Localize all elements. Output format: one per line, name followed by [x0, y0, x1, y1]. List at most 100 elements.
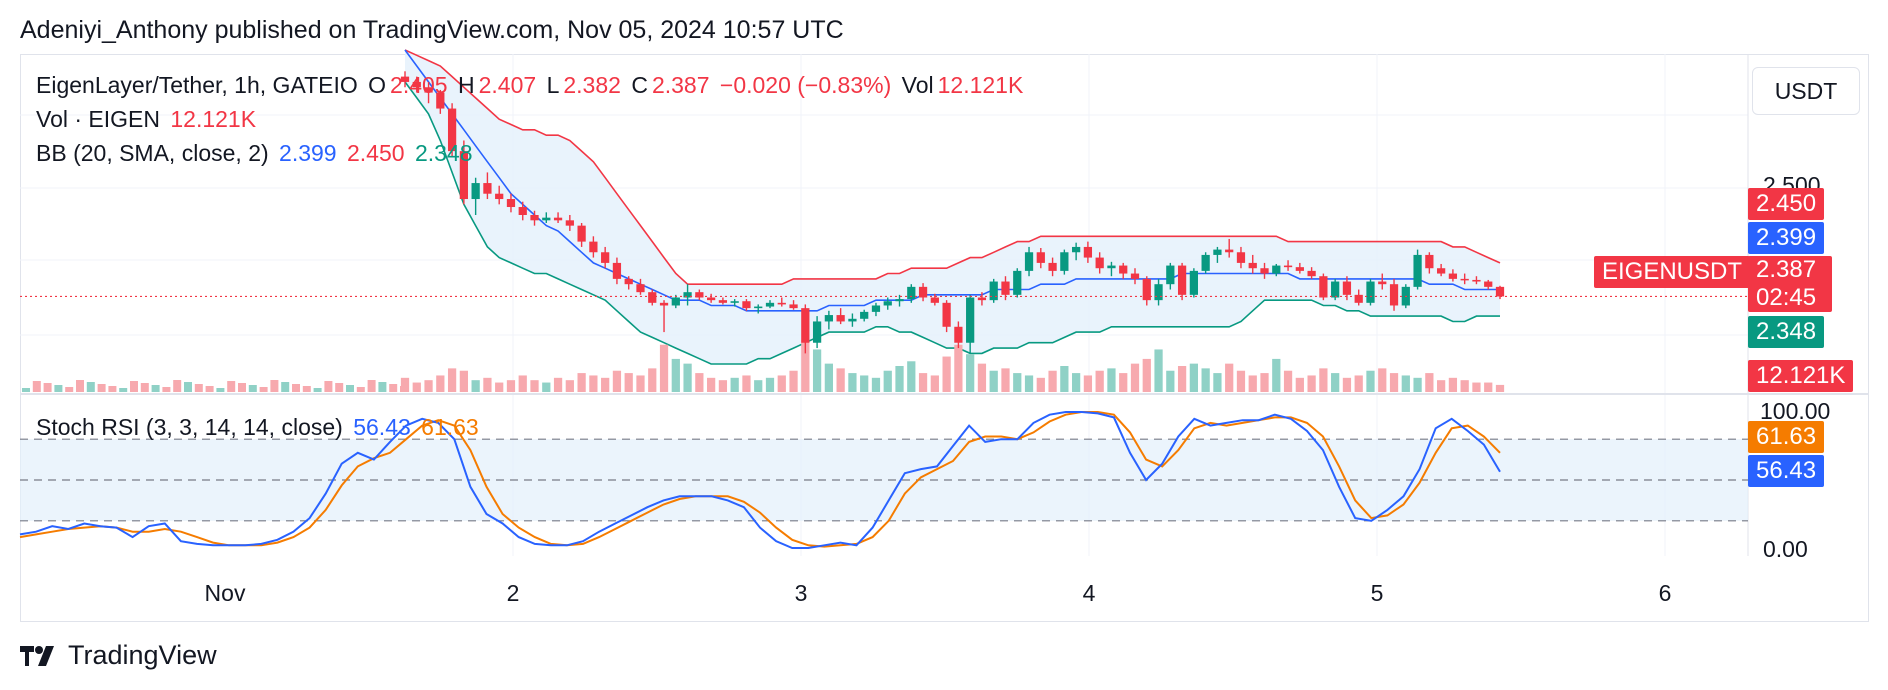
volume-bar [140, 383, 149, 392]
volume-bar [1213, 373, 1222, 392]
candle-body [1295, 267, 1304, 271]
close-price-value: 2.387 [1756, 256, 1817, 283]
volume-bar [471, 380, 480, 392]
volume-bar [173, 380, 182, 392]
volume-bar [424, 380, 433, 392]
legend-change: −0.020 (−0.83%) [719, 72, 892, 98]
candle-body [1272, 265, 1281, 274]
volume-bar [860, 375, 869, 392]
volume-bar [824, 363, 833, 392]
candle-body [565, 220, 574, 226]
bollinger-fill [405, 50, 1500, 365]
candle-body [436, 92, 445, 109]
volume-bar [238, 383, 246, 392]
candle-body [930, 297, 939, 303]
volume-bar [108, 386, 117, 392]
candle-body [1189, 270, 1198, 295]
stoch-tick-0: 0.00 [1763, 536, 1808, 562]
volume-bar [151, 385, 160, 392]
volume-bar [292, 384, 300, 392]
volume-bar [1378, 368, 1387, 392]
candle-body [518, 207, 527, 215]
volume-bar [259, 387, 268, 392]
volume-bar [754, 380, 763, 392]
candle-body [1060, 252, 1069, 271]
volume-bar [777, 375, 786, 392]
stoch-k-tag: 56.43 [1748, 455, 1825, 487]
volume-bar [848, 373, 857, 392]
volume-bar [1342, 377, 1352, 392]
volume-bar [389, 384, 398, 392]
volume-bar [601, 377, 610, 392]
bb-basis-tag: 2.399 [1748, 222, 1825, 254]
volume-bar [400, 386, 408, 392]
legend-stoch-k: 56.43 [353, 414, 411, 440]
candle-body [765, 302, 775, 307]
volume-bar [1484, 382, 1493, 392]
legend-open: 2.405 [390, 72, 448, 98]
volume-bar [1248, 375, 1257, 392]
legend-bb-lower: 2.348 [414, 140, 473, 166]
legend-volume-value: 12.121K [170, 106, 257, 132]
volume-bar [43, 383, 52, 392]
volume-bar [1437, 380, 1446, 392]
time-label-nov: Nov [204, 580, 246, 606]
volume-bar [1107, 368, 1116, 392]
candle-body [1201, 254, 1210, 271]
legend-bb: BB (20, SMA, close, 2) 2.399 2.450 2.348 [36, 140, 477, 167]
volume-bar [895, 366, 904, 392]
volume-bar [1189, 363, 1198, 392]
candle-body [424, 87, 433, 93]
volume-bar [1130, 363, 1140, 392]
candle-body [777, 302, 786, 305]
candle-body [1248, 262, 1257, 269]
volume-bar [1495, 384, 1505, 392]
volume-bar [483, 377, 492, 392]
volume-bar [977, 363, 987, 392]
volume-bar [966, 354, 975, 392]
bollinger-lower-line [404, 81, 1500, 365]
candle-body [506, 199, 516, 208]
volume-bar [270, 380, 279, 392]
stoch-k-line [19, 411, 1501, 549]
candle-body [1437, 268, 1446, 274]
volume-bar [54, 385, 63, 392]
candle-body [553, 217, 563, 221]
volume-bar [1354, 375, 1363, 392]
candle-body [801, 308, 810, 343]
volume-bar [216, 388, 225, 392]
bar-countdown: 02:45 [1756, 284, 1817, 311]
volume-bar [730, 377, 739, 392]
candle-body [989, 281, 998, 301]
legend-low: 2.382 [563, 72, 621, 98]
candle-body [1389, 284, 1399, 306]
volume-bar [742, 375, 751, 392]
volume-tag: 12.121K [1748, 360, 1854, 392]
legend-ohlc: EigenLayer/Tether, 1h, GATEIO O 2.405 H 2.… [36, 72, 1027, 99]
volume-bar [942, 356, 951, 392]
candle-body [1013, 270, 1022, 295]
volume-bar [32, 381, 41, 392]
volume-bar [1001, 368, 1010, 392]
volume-bar [1389, 373, 1399, 392]
volume-bar [1119, 373, 1128, 392]
volume-bar [1013, 373, 1022, 392]
candle-body [671, 297, 680, 306]
candle-body [1001, 281, 1010, 295]
candle-body [1460, 278, 1469, 281]
candle-body [871, 305, 881, 312]
volume-bar [789, 370, 798, 392]
volume-bars [22, 340, 1505, 392]
volume-bar [553, 377, 563, 392]
legend-stoch: Stoch RSI (3, 3, 14, 14, close) 56.43 61… [36, 414, 483, 441]
legend-close: 2.387 [651, 72, 710, 98]
candle-body [530, 215, 539, 221]
volume-bar [648, 368, 657, 392]
volume-bar [801, 340, 810, 392]
candle-body [1495, 286, 1505, 297]
volume-bar [683, 363, 692, 392]
volume-bar [130, 381, 138, 392]
currency-button[interactable]: USDT [1752, 67, 1860, 115]
candle-body [624, 278, 633, 285]
